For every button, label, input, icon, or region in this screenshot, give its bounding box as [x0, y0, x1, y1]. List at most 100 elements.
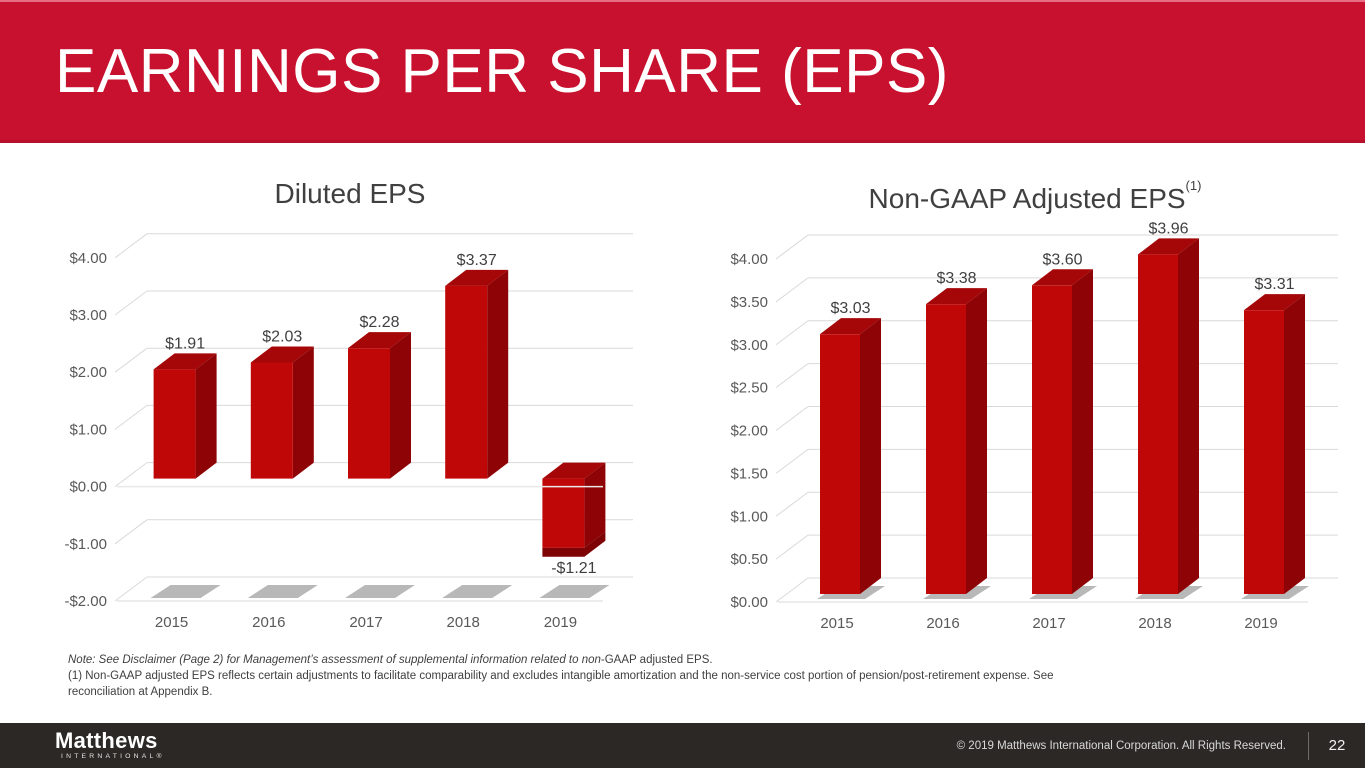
y-tick-connector [775, 491, 809, 517]
bar-2019 [1244, 294, 1305, 594]
chart-title-diluted-eps: Diluted EPS [110, 178, 590, 210]
y-axis-label: $4.00 [730, 251, 768, 268]
y-axis-label: $0.00 [69, 479, 107, 496]
chart-title-text: Non-GAAP Adjusted EPS [868, 183, 1186, 214]
bar-side-face [292, 346, 314, 479]
bar-side-face [860, 318, 881, 594]
footnote-note-regular: -GAAP adjusted EPS. [600, 654, 713, 666]
y-axis-label: -$2.00 [64, 593, 107, 610]
y-tick-connector [775, 534, 809, 560]
y-tick-connector [114, 290, 148, 316]
bar-top-face [1244, 294, 1305, 311]
footer-divider [1308, 731, 1309, 760]
x-axis-label-2019: 2019 [544, 614, 577, 631]
data-label-2017: $3.60 [1042, 251, 1082, 268]
bar-front-face [542, 478, 585, 548]
y-tick-connector [775, 320, 809, 346]
footnote-line-1: Note: See Disclaimer (Page 2) for Manage… [68, 652, 1298, 668]
bar-side-face [1072, 269, 1093, 594]
y-axis-label: $0.50 [730, 551, 768, 568]
bar-side-face [584, 462, 606, 548]
y-axis-label: $1.50 [730, 465, 768, 482]
bar-top-face [926, 288, 987, 305]
data-label-2017: $2.28 [359, 314, 399, 331]
footer-right: © 2019 Matthews International Corporatio… [957, 723, 1365, 768]
data-label-2018: $3.96 [1148, 220, 1188, 237]
x-axis-label-2018: 2018 [1138, 615, 1171, 632]
footnote-line-2: (1) Non-GAAP adjusted EPS reflects certa… [68, 670, 1054, 682]
bar-front-face [926, 304, 966, 594]
bar-top-face [1138, 238, 1199, 255]
logo-subtitle: INTERNATIONAL® [61, 753, 165, 760]
footnote-line-3: reconciliation at Appendix B. [68, 686, 213, 698]
y-tick-connector [114, 347, 148, 373]
y-axis-label: $3.00 [730, 337, 768, 354]
y-axis-label: $4.00 [69, 250, 107, 267]
bar-side-face [487, 269, 509, 479]
bar-2017 [1032, 269, 1093, 594]
x-axis-label-2016: 2016 [926, 615, 959, 632]
y-axis-label: $1.00 [69, 421, 107, 438]
bar-front-face [445, 285, 488, 479]
y-tick-connector [775, 406, 809, 431]
footnote-reference: (1) [1185, 178, 1202, 193]
x-axis-label-2019: 2019 [1244, 615, 1277, 632]
floor-shadow [247, 585, 318, 598]
bar-side-face [195, 353, 217, 479]
bar-top-face [1032, 269, 1093, 286]
bar-front-face [153, 369, 196, 479]
y-axis-label: $2.00 [730, 423, 768, 440]
bar-front-face [1138, 254, 1178, 594]
y-tick-connector [775, 277, 809, 303]
x-axis-label-2017: 2017 [1032, 615, 1065, 632]
y-axis-label: $0.00 [730, 594, 768, 611]
y-tick-connector [775, 577, 809, 603]
bar-2018 [1138, 238, 1199, 594]
bar-side-face [390, 332, 411, 479]
floor-shadow [150, 585, 221, 598]
bar-front-face [820, 334, 860, 594]
bar-2016 [926, 288, 987, 594]
y-axis-label: $3.50 [730, 294, 768, 311]
x-axis-label-2015: 2015 [820, 615, 853, 632]
bar-side-face [966, 288, 987, 594]
x-axis-label-2017: 2017 [349, 614, 382, 631]
bar-2015 [153, 353, 217, 479]
footnote-note-italic: Note: See Disclaimer (Page 2) for Manage… [68, 654, 601, 666]
data-label-2016: $3.38 [936, 270, 976, 287]
chart-title-non-gaap: Non-GAAP Adjusted EPS(1) [790, 178, 1280, 215]
copyright-text: © 2019 Matthews International Corporatio… [956, 739, 1286, 752]
data-label-2016: $2.03 [262, 328, 302, 345]
x-axis-label-2016: 2016 [252, 614, 285, 631]
data-label-2015: $1.91 [165, 335, 205, 352]
footer-bar: Matthews INTERNATIONAL® © 2019 Matthews … [0, 723, 1365, 768]
y-axis-label: $2.50 [730, 380, 768, 397]
logo-wordmark: Matthews [55, 728, 158, 753]
y-axis-label: $3.00 [69, 307, 107, 324]
y-tick-connector [775, 448, 809, 474]
bar-front-face [1032, 285, 1072, 594]
floor-shadow [539, 585, 610, 598]
y-tick-connector [114, 519, 148, 545]
floor-shadow [442, 585, 513, 598]
y-axis-label: -$1.00 [64, 536, 107, 553]
bar-2015 [820, 318, 881, 594]
bar-2019 [542, 462, 606, 557]
page-number: 22 [1328, 737, 1346, 754]
floor-shadow [345, 585, 415, 598]
y-axis-label: $2.00 [69, 364, 107, 381]
data-label-2019: -$1.21 [551, 560, 596, 577]
chart-non-gaap-adjusted-eps: $4.00 $3.50 $3.00 $2.50 $2.00 $1.50 $1.00 $0.50… [730, 220, 1338, 632]
x-axis-label-2015: 2015 [155, 614, 188, 631]
y-axis-label: $1.00 [730, 508, 768, 525]
chart-diluted-eps: $4.00 $3.00 $2.00 $1.00 $0.00 -$1.00 -$2.00 $1.… [64, 233, 633, 631]
bar-top-face [820, 318, 881, 335]
bar-front-face [348, 348, 390, 479]
y-tick-connector [775, 234, 809, 260]
x-axis-label-2018: 2018 [447, 614, 480, 631]
data-label-2015: $3.03 [830, 300, 870, 317]
bar-bottom-face [542, 531, 606, 557]
y-tick-connector [775, 363, 809, 389]
